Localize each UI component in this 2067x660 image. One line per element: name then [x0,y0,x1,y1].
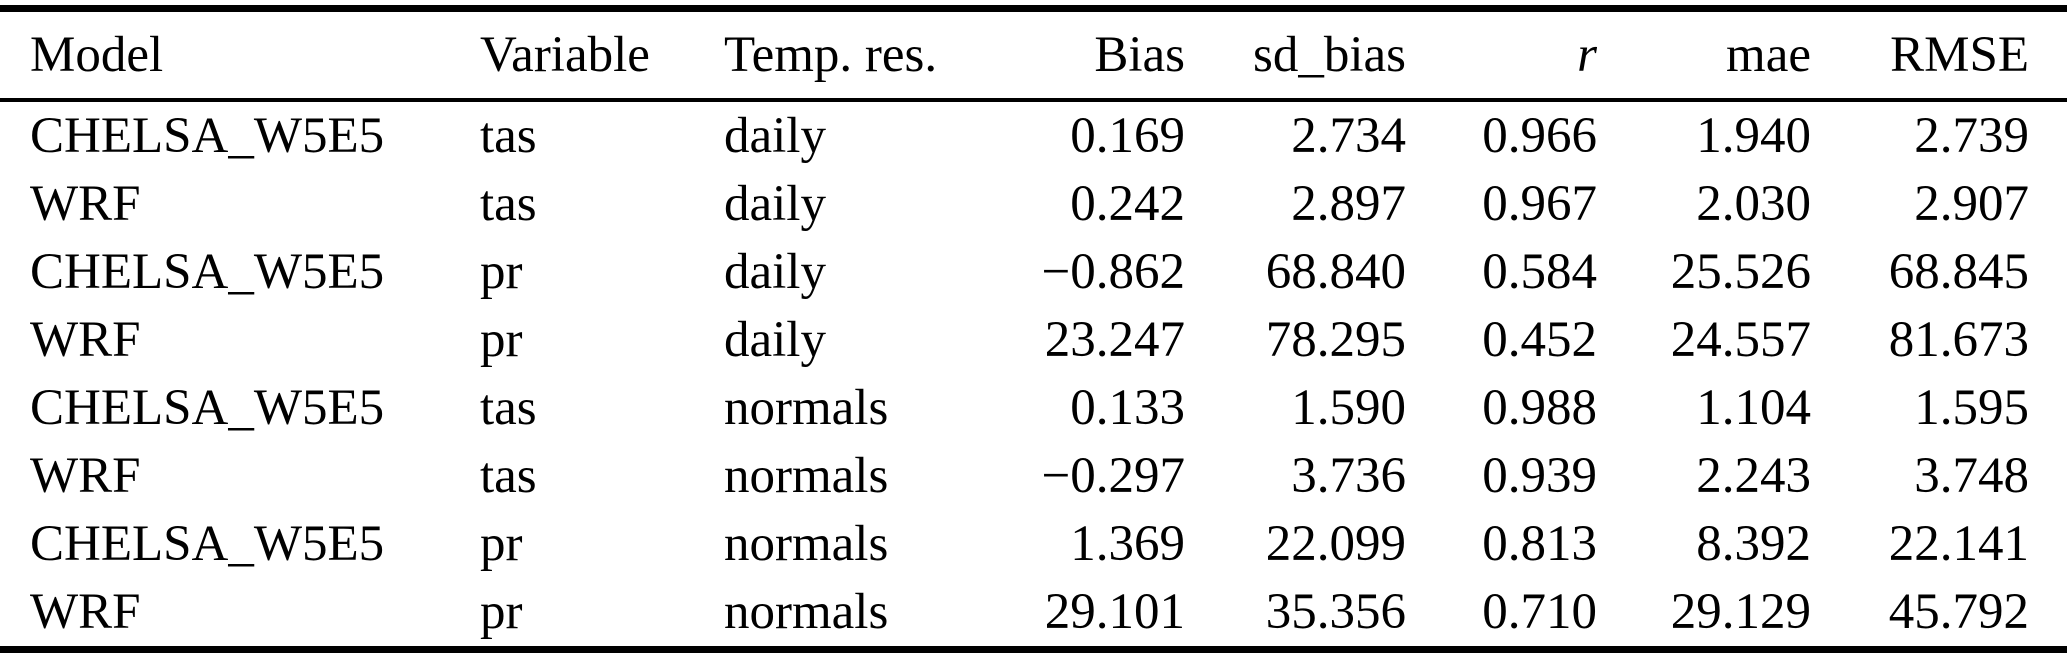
cell-mae: 29.129 [1670,584,1811,640]
cell-mae: 8.392 [1696,516,1811,572]
cell-model: CHELSA_W5E5 [30,108,385,164]
cell-rmse: 2.739 [1914,108,2029,164]
table-body: CHELSA_W5E5 tas daily 0.169 2.734 0.966 … [0,100,2067,650]
column-header-variable: Variable [480,8,724,102]
cell-model: WRF [30,448,141,504]
cell-rmse: 81.673 [1888,312,2029,368]
column-header-sd-bias: sd_bias [1185,8,1406,102]
cell-bias: 0.242 [1070,176,1185,232]
cell-temp-res: normals [724,380,889,436]
cell-bias: 23.247 [1044,312,1185,368]
cell-temp-res: daily [724,108,826,164]
column-header-mae: mae [1597,8,1811,102]
cell-bias: 29.101 [1044,584,1185,640]
cell-sd-bias: 35.356 [1265,584,1406,640]
cell-temp-res: normals [724,584,889,640]
cell-r: 0.966 [1482,108,1597,164]
table-row: WRF tas daily 0.242 2.897 0.967 2.030 2.… [0,170,2067,238]
cell-model: CHELSA_W5E5 [30,516,385,572]
cell-r: 0.967 [1482,176,1597,232]
cell-variable: tas [480,448,537,504]
cell-r: 0.988 [1482,380,1597,436]
cell-r: 0.452 [1482,312,1597,368]
table-row: WRF tas normals −0.297 3.736 0.939 2.243… [0,442,2067,510]
cell-r: 0.710 [1482,584,1597,640]
cell-rmse: 3.748 [1914,448,2029,504]
cell-model: WRF [30,312,141,368]
cell-rmse: 22.141 [1888,516,2029,572]
model-evaluation-table: Model Variable Temp. res. Bias sd_bias r… [0,5,2067,653]
cell-model: WRF [30,176,141,232]
cell-mae: 2.030 [1696,176,1811,232]
cell-mae: 2.243 [1696,448,1811,504]
cell-mae: 1.940 [1696,108,1811,164]
cell-bias: 0.133 [1070,380,1185,436]
cell-variable: tas [480,380,537,436]
cell-variable: pr [480,516,523,572]
table-row: CHELSA_W5E5 pr daily −0.862 68.840 0.584… [0,238,2067,306]
table-row: WRF pr daily 23.247 78.295 0.452 24.557 … [0,306,2067,374]
cell-temp-res: daily [724,244,826,300]
cell-rmse: 45.792 [1888,584,2029,640]
table-row: CHELSA_W5E5 tas daily 0.169 2.734 0.966 … [0,100,2067,170]
cell-mae: 24.557 [1670,312,1811,368]
table-header-row: Model Variable Temp. res. Bias sd_bias r… [0,8,2067,102]
cell-r: 0.813 [1482,516,1597,572]
cell-temp-res: daily [724,176,826,232]
column-header-rmse: RMSE [1811,8,2067,102]
cell-variable: tas [480,176,537,232]
cell-bias: 0.169 [1070,108,1185,164]
cell-r: 0.584 [1482,244,1597,300]
cell-variable: pr [480,244,523,300]
cell-sd-bias: 1.590 [1291,380,1406,436]
cell-sd-bias: 2.897 [1291,176,1406,232]
cell-variable: tas [480,108,537,164]
table-row: WRF pr normals 29.101 35.356 0.710 29.12… [0,578,2067,650]
cell-temp-res: daily [724,312,826,368]
cell-bias: 1.369 [1070,516,1185,572]
cell-sd-bias: 22.099 [1265,516,1406,572]
column-header-temp-res: Temp. res. [724,8,985,102]
cell-model: CHELSA_W5E5 [30,380,385,436]
cell-bias: −0.862 [1041,244,1185,300]
cell-r: 0.939 [1482,448,1597,504]
cell-temp-res: normals [724,516,889,572]
cell-sd-bias: 68.840 [1265,244,1406,300]
cell-rmse: 2.907 [1914,176,2029,232]
cell-model: WRF [30,584,141,640]
table-row: CHELSA_W5E5 tas normals 0.133 1.590 0.98… [0,374,2067,442]
cell-rmse: 68.845 [1888,244,2029,300]
cell-mae: 25.526 [1670,244,1811,300]
cell-sd-bias: 78.295 [1265,312,1406,368]
column-header-bias: Bias [985,8,1185,102]
cell-bias: −0.297 [1041,448,1185,504]
cell-variable: pr [480,584,523,640]
cell-sd-bias: 3.736 [1291,448,1406,504]
column-header-r: r [1406,8,1597,102]
cell-mae: 1.104 [1696,380,1811,436]
cell-model: CHELSA_W5E5 [30,244,385,300]
cell-rmse: 1.595 [1914,380,2029,436]
table-row: CHELSA_W5E5 pr normals 1.369 22.099 0.81… [0,510,2067,578]
cell-variable: pr [480,312,523,368]
cell-sd-bias: 2.734 [1291,108,1406,164]
column-header-model: Model [0,8,480,102]
cell-temp-res: normals [724,448,889,504]
